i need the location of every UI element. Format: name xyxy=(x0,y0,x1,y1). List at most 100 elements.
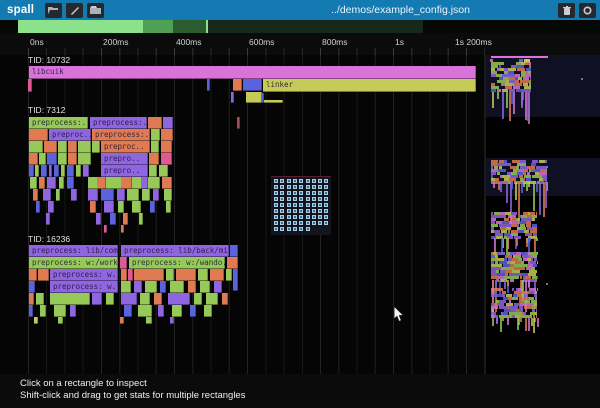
flame-rect[interactable] xyxy=(121,225,124,233)
flame-rect-labeled[interactable]: preprocess: lib/back/mi.. xyxy=(121,245,229,257)
flame-rect[interactable] xyxy=(230,245,238,257)
flame-rect-labeled[interactable]: prepro.. xyxy=(101,153,148,165)
flame-rect[interactable] xyxy=(29,141,43,153)
flame-rect[interactable] xyxy=(121,269,127,281)
flame-rect[interactable] xyxy=(140,293,150,305)
flame-rect[interactable] xyxy=(161,141,172,153)
flame-rect[interactable] xyxy=(124,305,132,317)
flame-rect-labeled[interactable]: preprocess: w:/work.. xyxy=(29,257,118,269)
flame-rect[interactable] xyxy=(128,269,133,281)
flame-rect[interactable] xyxy=(78,153,91,165)
flame-rect[interactable] xyxy=(149,153,159,165)
flame-rect-labeled[interactable]: preprocess: w:/wando.. xyxy=(129,257,225,269)
flame-rect[interactable] xyxy=(56,189,60,201)
flame-rect[interactable] xyxy=(34,317,38,324)
flame-rect[interactable] xyxy=(159,165,168,177)
flame-rect[interactable] xyxy=(46,213,50,225)
flame-rect[interactable] xyxy=(61,165,65,177)
flame-rect[interactable] xyxy=(117,189,125,201)
flame-rect[interactable] xyxy=(118,201,124,213)
flame-rect[interactable] xyxy=(47,177,56,189)
flame-rect[interactable] xyxy=(92,141,100,153)
flame-rect[interactable] xyxy=(54,305,66,317)
flame-rect[interactable] xyxy=(153,189,159,201)
flame-rect[interactable] xyxy=(200,281,210,293)
flame-rect[interactable] xyxy=(30,177,37,189)
trace-overview-strip[interactable] xyxy=(0,20,600,33)
flame-rect[interactable] xyxy=(127,189,139,201)
flame-rect[interactable] xyxy=(76,165,81,177)
flame-rect[interactable] xyxy=(40,305,46,317)
flame-rect[interactable] xyxy=(49,165,52,177)
flame-rect[interactable] xyxy=(142,189,150,201)
flame-rect[interactable] xyxy=(50,293,90,305)
flame-rect[interactable] xyxy=(47,153,57,165)
flame-rect[interactable] xyxy=(78,141,91,153)
trash-icon-button[interactable] xyxy=(558,2,575,18)
flame-rect[interactable] xyxy=(226,269,232,281)
flame-graph-canvas[interactable]: TID: 10732 TID: 7312 TID: 16236 libcuik link… xyxy=(0,55,485,374)
flame-rect[interactable] xyxy=(90,201,96,213)
flame-rect[interactable] xyxy=(29,129,48,141)
flame-rect-labeled[interactable]: preprocess: w.. xyxy=(50,269,118,281)
flame-rect[interactable] xyxy=(29,269,37,281)
flame-rect[interactable] xyxy=(154,293,162,305)
flame-rect[interactable] xyxy=(70,305,76,317)
flame-rect[interactable] xyxy=(71,189,77,201)
flame-rect[interactable] xyxy=(96,213,101,225)
flame-rect-labeled[interactable]: preprocess:.. xyxy=(92,129,150,141)
flame-rect[interactable] xyxy=(227,257,238,269)
flame-rect[interactable] xyxy=(151,129,160,141)
flame-rect[interactable] xyxy=(120,317,124,324)
flame-rect[interactable] xyxy=(39,153,46,165)
flame-rect[interactable] xyxy=(146,317,152,324)
flame-rect[interactable] xyxy=(210,269,224,281)
flame-rect[interactable] xyxy=(162,177,172,189)
flame-rect[interactable] xyxy=(110,213,116,225)
flame-rect[interactable] xyxy=(148,117,162,129)
flame-rect[interactable] xyxy=(120,257,127,269)
flame-rect[interactable] xyxy=(163,117,173,129)
flame-rect[interactable] xyxy=(104,225,107,233)
flame-rect[interactable] xyxy=(204,305,212,317)
flame-rect[interactable] xyxy=(39,177,45,189)
flame-rect[interactable] xyxy=(29,153,38,165)
flame-rect[interactable] xyxy=(83,165,89,177)
flame-rect[interactable] xyxy=(132,201,141,213)
flame-rect[interactable] xyxy=(29,305,33,317)
flame-rect-labeled[interactable]: prepro.. xyxy=(101,165,148,177)
flame-rect[interactable] xyxy=(168,293,190,305)
flame-rect[interactable] xyxy=(101,189,114,201)
flame-rect[interactable] xyxy=(161,129,173,141)
flame-rect[interactable] xyxy=(106,293,114,305)
flame-rect[interactable] xyxy=(59,177,64,189)
flame-rect[interactable] xyxy=(166,201,171,213)
flame-rect[interactable] xyxy=(151,141,159,153)
flame-rect[interactable] xyxy=(164,189,172,201)
flame-rect[interactable] xyxy=(134,281,142,293)
folder-open-icon-button[interactable] xyxy=(45,2,63,18)
flame-rect[interactable] xyxy=(139,213,143,225)
flame-rect[interactable] xyxy=(29,293,34,305)
flame-rect[interactable] xyxy=(36,293,44,305)
flame-rect[interactable] xyxy=(41,165,47,177)
flame-rect[interactable] xyxy=(149,165,157,177)
flame-rect[interactable] xyxy=(198,269,208,281)
flame-rect[interactable] xyxy=(92,293,102,305)
edit-icon-button[interactable] xyxy=(66,2,84,18)
flame-rect[interactable] xyxy=(170,317,174,324)
flame-rect[interactable] xyxy=(176,269,196,281)
flame-rect[interactable] xyxy=(243,79,262,91)
flame-rect[interactable] xyxy=(188,281,196,293)
flame-rect-labeled[interactable]: preprocess:.. xyxy=(90,117,147,129)
flame-rect[interactable] xyxy=(264,100,283,103)
flame-rect[interactable] xyxy=(161,153,172,165)
flame-rect[interactable] xyxy=(222,293,228,305)
flame-rect[interactable] xyxy=(206,293,218,305)
flame-rect[interactable] xyxy=(54,165,59,177)
flame-rect[interactable] xyxy=(38,269,49,281)
flame-rect[interactable] xyxy=(68,153,77,165)
flame-rect[interactable] xyxy=(233,269,238,291)
flame-rect[interactable] xyxy=(121,177,132,189)
flame-rect[interactable] xyxy=(233,79,242,91)
